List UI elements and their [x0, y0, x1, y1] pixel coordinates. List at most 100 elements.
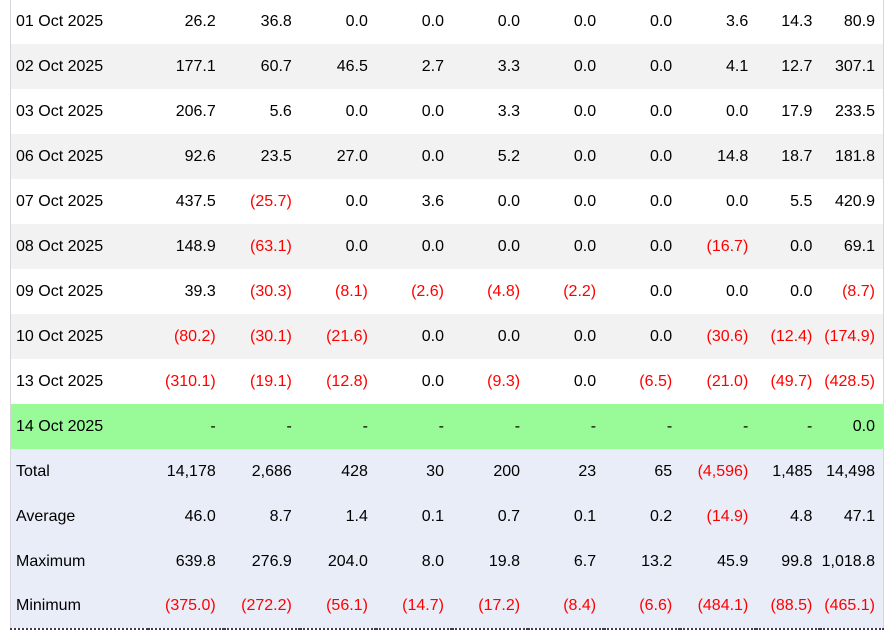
value-cell: (465.1): [824, 597, 875, 614]
value-cell: -: [807, 417, 813, 435]
value-cell: 4.8: [790, 507, 813, 525]
value-cell: 0.0: [573, 237, 597, 255]
value-cell: (12.8): [326, 372, 368, 390]
value-cell: 206.7: [175, 102, 216, 120]
value-cell: (30.1): [250, 327, 292, 345]
value-cell: (2.2): [563, 282, 597, 300]
value-cell: (30.3): [250, 282, 292, 300]
value-cell: 428: [341, 462, 368, 480]
value-cell: 0.2: [649, 507, 673, 525]
value-cell: 200: [493, 462, 521, 480]
value-cell: (8.7): [842, 282, 875, 300]
summary-row: Average 46.0 8.7 1.4 0.1 0.7 0.1 0.2 (14.9) 4.8 47…: [10, 494, 884, 539]
value-cell: (428.5): [824, 372, 875, 390]
value-cell: 3.3: [497, 57, 521, 75]
value-cell: 0.0: [726, 102, 749, 120]
value-cell: 0.0: [649, 57, 673, 75]
value-cell: 639.8: [175, 552, 216, 570]
row-label-cell: 01 Oct 2025: [16, 13, 104, 30]
table-row: 13 Oct 2025 (310.1) (19.1) (12.8) 0.0 (9.3) 0.…: [11, 359, 884, 404]
table-row: 07 Oct 2025 437.5 (25.7) 0.0 3.6 0.0 0.0 0.0 0.0…: [11, 179, 884, 224]
highlight-row: 14 Oct 2025 - - - - - - - - - 0.0: [10, 404, 884, 449]
value-cell: 1,018.8: [821, 552, 875, 570]
value-cell: (14.7): [402, 597, 444, 614]
value-cell: 0.0: [345, 192, 368, 210]
value-cell: 181.8: [834, 147, 875, 165]
row-label-cell: Total: [16, 462, 50, 480]
value-cell: 0.0: [790, 282, 813, 300]
value-cell: 13.2: [641, 552, 673, 570]
value-cell: 0.0: [573, 57, 597, 75]
table-row: 06 Oct 2025 92.6 23.5 27.0 0.0 5.2 0.0 0.0 14.8 1…: [10, 134, 884, 179]
daily-report-table: 01 Oct 2025 26.2 36.8 0.0 0.0 0.0 0.0 0.0 3.6 14.…: [10, 0, 884, 630]
value-cell: 27.0: [336, 147, 368, 165]
value-cell: (484.1): [697, 597, 749, 614]
value-cell: (375.0): [165, 597, 216, 614]
value-cell: 3.6: [421, 192, 444, 210]
value-cell: 0.0: [649, 282, 673, 300]
value-cell: -: [742, 417, 749, 435]
table-body: 01 Oct 2025 26.2 36.8 0.0 0.0 0.0 0.0 0.0 3.6 14.…: [10, 0, 884, 629]
row-label-cell: Maximum: [16, 552, 86, 570]
row-label-cell: 10 Oct 2025: [16, 327, 104, 345]
value-cell: 420.9: [834, 192, 875, 210]
value-cell: 0.0: [726, 192, 749, 210]
value-cell: 204.0: [327, 552, 368, 570]
value-cell: 80.9: [843, 13, 875, 30]
value-cell: 0.0: [573, 102, 597, 120]
value-cell: 233.5: [834, 102, 875, 120]
row-label-cell: 06 Oct 2025: [16, 147, 104, 165]
value-cell: 3.3: [497, 102, 521, 120]
value-cell: 5.6: [269, 102, 292, 120]
value-cell: 1.4: [345, 507, 368, 525]
value-cell: (4.8): [487, 282, 521, 300]
value-cell: 4.1: [726, 57, 749, 75]
row-label-cell: 14 Oct 2025: [16, 417, 104, 435]
row-label-cell: Average: [16, 507, 76, 525]
value-cell: 0.0: [649, 147, 673, 165]
value-cell: 0.0: [649, 192, 673, 210]
table-row: 08 Oct 2025 148.9 (63.1) 0.0 0.0 0.0 0.0 0.0 (16…: [10, 224, 884, 269]
value-cell: 0.0: [649, 102, 673, 120]
value-cell: 2.7: [421, 57, 444, 75]
value-cell: -: [514, 417, 521, 435]
value-cell: (12.4): [770, 327, 813, 345]
summary-row: Minimum (375.0) (272.2) (56.1) (14.7) (17.2) (…: [10, 584, 884, 629]
value-cell: 0.1: [573, 507, 597, 525]
value-cell: (21.6): [326, 327, 368, 345]
value-cell: 26.2: [184, 13, 216, 30]
value-cell: 0.0: [649, 13, 673, 30]
value-cell: 65: [654, 462, 673, 480]
value-cell: 8.7: [269, 507, 292, 525]
value-cell: (310.1): [165, 372, 216, 390]
value-cell: 8.0: [421, 552, 444, 570]
table-row: 10 Oct 2025 (80.2) (30.1) (21.6) 0.0 0.0 0.0 0.…: [10, 314, 884, 359]
value-cell: (30.6): [706, 327, 749, 345]
value-cell: 0.1: [421, 507, 444, 525]
value-cell: 307.1: [834, 57, 875, 75]
value-cell: 69.1: [843, 237, 875, 255]
value-cell: 0.0: [573, 13, 597, 30]
value-cell: (80.2): [173, 327, 216, 345]
value-cell: (63.1): [250, 237, 292, 255]
value-cell: 17.9: [781, 102, 813, 120]
value-cell: 14.3: [781, 13, 813, 30]
row-label-cell: Minimum: [16, 597, 81, 614]
value-cell: 36.8: [260, 13, 292, 30]
row-label-cell: 13 Oct 2025: [16, 372, 104, 390]
value-cell: -: [590, 417, 597, 435]
value-cell: 0.0: [345, 102, 368, 120]
value-cell: 99.8: [781, 552, 813, 570]
value-cell: 0.0: [345, 237, 368, 255]
value-cell: 39.3: [184, 282, 216, 300]
value-cell: 0.0: [497, 13, 521, 30]
value-cell: (272.2): [241, 597, 292, 614]
value-cell: 177.1: [175, 57, 216, 75]
value-cell: 0.0: [573, 147, 597, 165]
table-row: 09 Oct 2025 39.3 (30.3) (8.1) (2.6) (4.8) (2.2…: [11, 269, 884, 314]
value-cell: 0.0: [726, 282, 749, 300]
value-cell: 0.0: [649, 327, 673, 345]
value-cell: 0.0: [497, 237, 521, 255]
value-cell: (88.5): [770, 597, 813, 614]
value-cell: 14,498: [826, 462, 875, 480]
